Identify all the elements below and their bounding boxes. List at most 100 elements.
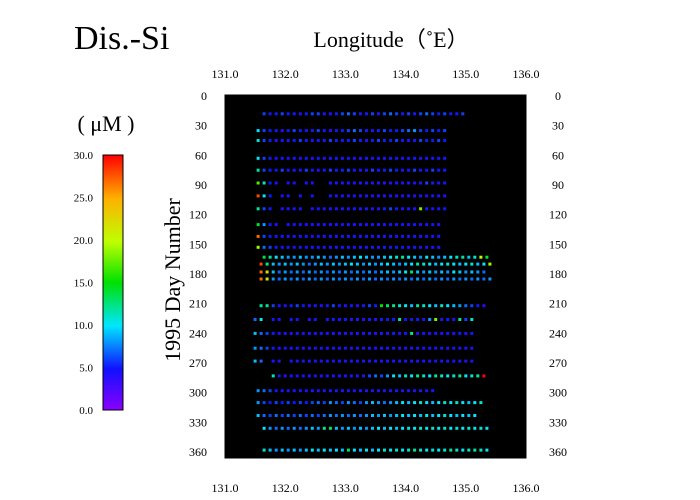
data-point xyxy=(256,223,260,227)
data-point xyxy=(419,168,423,172)
data-point xyxy=(416,359,420,363)
data-point xyxy=(289,270,293,274)
data-point xyxy=(389,234,393,238)
data-point xyxy=(340,448,344,452)
data-point xyxy=(371,401,374,405)
data-point xyxy=(443,426,447,430)
data-point xyxy=(413,194,417,198)
data-point xyxy=(428,346,432,350)
data-point xyxy=(437,207,441,211)
data-point xyxy=(346,255,350,259)
data-point xyxy=(268,112,272,116)
data-point xyxy=(401,401,405,405)
data-point xyxy=(371,207,374,211)
data-point xyxy=(343,374,347,378)
data-point xyxy=(295,331,299,335)
data-point xyxy=(301,331,305,335)
data-point xyxy=(319,359,323,363)
data-point xyxy=(449,448,453,452)
data-point xyxy=(428,359,432,363)
data-point xyxy=(431,139,435,142)
data-point xyxy=(359,207,362,211)
data-point xyxy=(482,270,486,274)
data-point xyxy=(274,139,278,142)
data-point xyxy=(380,346,383,350)
data-point xyxy=(389,112,393,116)
data-point xyxy=(295,374,299,378)
data-point xyxy=(259,277,263,281)
data-point xyxy=(455,401,459,405)
data-point xyxy=(328,401,332,405)
data-point xyxy=(349,262,353,266)
y-tick-label-left: 270 xyxy=(189,356,207,370)
data-point xyxy=(419,245,423,249)
data-point xyxy=(259,304,263,308)
data-point xyxy=(428,331,432,335)
data-point xyxy=(440,359,444,363)
data-point xyxy=(310,181,314,185)
data-point xyxy=(346,156,350,160)
data-point xyxy=(271,346,275,350)
data-point xyxy=(365,181,368,185)
data-point xyxy=(371,129,374,133)
data-point xyxy=(395,168,399,172)
data-point xyxy=(289,318,293,321)
data-point xyxy=(431,389,435,393)
data-point xyxy=(298,139,302,142)
data-point xyxy=(419,156,423,160)
data-point xyxy=(416,346,420,350)
data-point xyxy=(298,194,302,198)
x-tick-label-top: 132.0 xyxy=(272,67,299,81)
data-point xyxy=(325,346,329,350)
data-point xyxy=(395,426,399,430)
data-point xyxy=(464,304,468,308)
data-point xyxy=(389,426,393,430)
data-point xyxy=(280,207,284,211)
data-point xyxy=(458,331,462,335)
data-point xyxy=(395,401,399,405)
data-point xyxy=(410,331,414,335)
data-point xyxy=(313,277,317,281)
data-point xyxy=(322,414,326,417)
data-point xyxy=(280,194,284,198)
data-point xyxy=(419,255,423,259)
data-point xyxy=(386,318,389,321)
data-point xyxy=(259,262,263,266)
x-tick-labels-top: 131.0 132.0 133.0 134.0 135.0 136.0 xyxy=(212,67,540,81)
data-point xyxy=(422,277,426,281)
data-point xyxy=(274,401,278,405)
data-point xyxy=(280,112,284,116)
data-point xyxy=(476,374,480,378)
data-point xyxy=(404,262,408,266)
data-point xyxy=(352,389,356,393)
data-point xyxy=(434,262,438,266)
data-point xyxy=(256,389,260,393)
data-point xyxy=(307,262,311,266)
data-point xyxy=(268,389,272,393)
data-point xyxy=(319,304,323,308)
data-point xyxy=(377,414,380,417)
data-point xyxy=(452,304,456,308)
data-point xyxy=(431,414,435,417)
data-point xyxy=(479,426,483,430)
data-point xyxy=(268,207,272,211)
data-point xyxy=(437,255,441,259)
data-point xyxy=(322,401,326,405)
y-tick-label-left: 120 xyxy=(189,208,207,222)
data-point xyxy=(355,304,359,308)
data-point xyxy=(346,139,350,142)
data-point xyxy=(398,331,402,335)
data-point xyxy=(359,414,362,417)
data-point xyxy=(352,168,356,172)
data-point xyxy=(416,318,420,321)
data-point xyxy=(283,270,287,274)
data-point xyxy=(422,359,426,363)
data-point xyxy=(419,426,423,430)
data-point xyxy=(413,234,417,238)
data-point xyxy=(419,234,423,238)
data-point xyxy=(292,255,296,259)
data-point xyxy=(331,346,335,350)
data-point xyxy=(328,245,332,249)
data-point xyxy=(292,414,296,417)
data-point xyxy=(286,207,290,211)
